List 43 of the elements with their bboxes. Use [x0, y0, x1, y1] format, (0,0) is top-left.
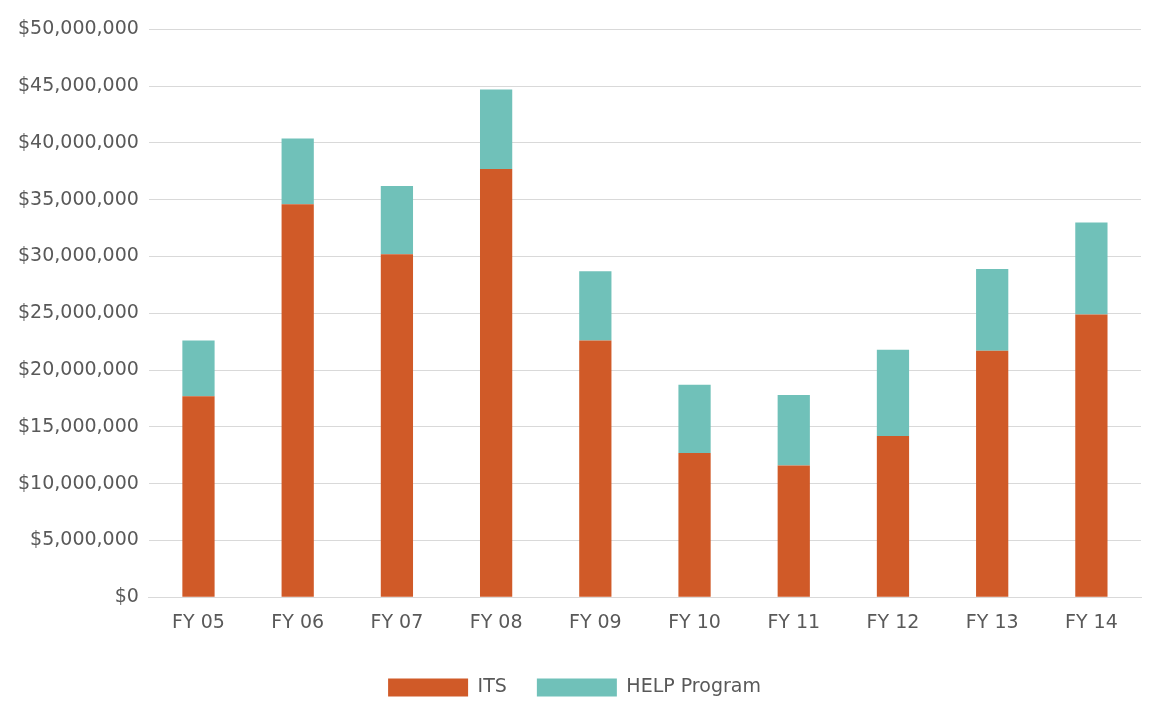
bar: [1075, 222, 1108, 315]
x-tick-label: FY 14: [1065, 609, 1118, 632]
x-tick-label: FY 05: [172, 609, 225, 632]
y-tick-label: $0: [114, 584, 139, 607]
x-tick-label: FY 11: [767, 609, 821, 632]
y-tick-label: $30,000,000: [18, 243, 139, 266]
bar: [976, 350, 1009, 597]
bar: [678, 452, 711, 597]
legend-label: HELP Program: [626, 674, 761, 697]
bar: [480, 169, 513, 597]
bar: [480, 89, 513, 170]
y-tick-label: $10,000,000: [18, 470, 139, 493]
bar: [281, 204, 314, 597]
bar: [281, 138, 314, 205]
y-tick-label: $35,000,000: [18, 186, 139, 209]
x-tick-label: FY 10: [668, 609, 721, 632]
bar: [380, 254, 414, 597]
bar: [182, 340, 215, 397]
y-tick-label: $40,000,000: [18, 129, 139, 152]
y-tick-label: $25,000,000: [18, 300, 139, 323]
bar: [182, 396, 215, 597]
bar: [777, 465, 810, 597]
bar: [579, 340, 612, 597]
bar: [777, 395, 810, 466]
bar: [976, 269, 1009, 351]
x-tick-label: FY 13: [965, 609, 1019, 632]
bar: [678, 384, 711, 453]
x-tick-label: FY 12: [866, 609, 920, 632]
bar: [1075, 314, 1108, 597]
x-tick-label: FY 06: [271, 609, 325, 632]
bar: [876, 435, 910, 597]
legend-label: ITS: [477, 674, 507, 697]
x-tick-label: FY 09: [568, 609, 622, 632]
y-tick-label: $20,000,000: [18, 357, 139, 380]
bar: [876, 349, 910, 436]
y-tick-label: $45,000,000: [18, 73, 139, 96]
y-tick-label: $5,000,000: [30, 527, 139, 550]
x-tick-label: FY 08: [469, 609, 523, 632]
x-tick-label: FY 07: [370, 609, 424, 632]
y-tick-label: $50,000,000: [18, 16, 139, 39]
bar: [380, 186, 414, 255]
y-tick-label: $15,000,000: [18, 413, 139, 436]
bar: [579, 271, 612, 341]
